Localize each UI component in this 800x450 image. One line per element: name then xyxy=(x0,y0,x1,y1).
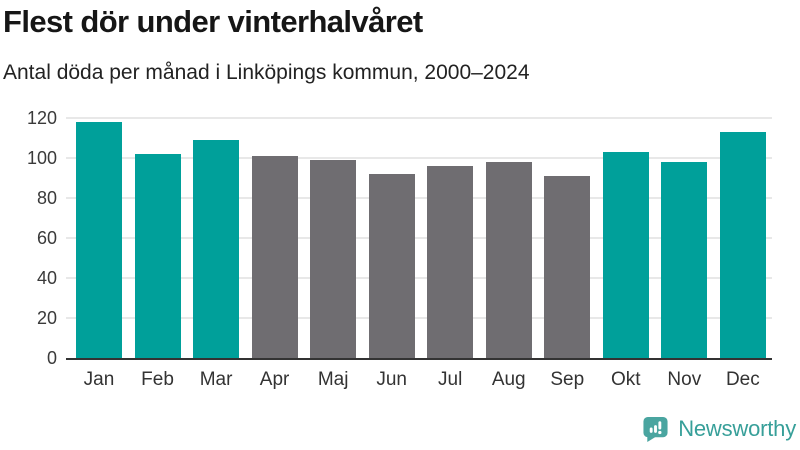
bar-column-jun: Jun xyxy=(368,118,415,390)
bar-column-aug: Aug xyxy=(485,118,532,390)
y-axis-tick-label: 80 xyxy=(36,188,57,208)
bar-aug xyxy=(485,162,532,358)
newsworthy-logo-text: Newsworthy xyxy=(678,416,796,441)
newsworthy-branding: Newsworthy xyxy=(642,415,796,443)
bar-feb xyxy=(134,154,181,358)
plot-area: 0 20 40 60 80 100 120 Jan Feb Mar Apr Maj Jun Jul Aug… xyxy=(27,108,772,390)
y-axis-labels: 0 20 40 60 80 100 120 xyxy=(13,108,57,368)
bar-dec xyxy=(719,132,766,358)
bar-column-jan: Jan xyxy=(76,118,122,390)
gridline-100 xyxy=(66,157,772,159)
x-axis-label-sep: Sep xyxy=(550,369,585,390)
bar-column-apr: Apr xyxy=(251,118,298,390)
gridline-120 xyxy=(66,117,772,119)
bar-sep xyxy=(544,176,591,358)
bar-column-jul: Jul xyxy=(427,118,474,390)
bar-nov xyxy=(661,162,708,358)
x-axis-label-jul: Jul xyxy=(438,369,463,390)
bar-maj xyxy=(310,160,357,358)
y-axis-tick-label: 120 xyxy=(26,108,57,128)
bar-column-feb: Feb xyxy=(134,118,181,390)
x-axis-label-jun: Jun xyxy=(376,369,407,390)
gridline-40 xyxy=(66,277,772,279)
bar-column-maj: Maj xyxy=(310,118,357,390)
x-axis-label-maj: Maj xyxy=(317,369,349,390)
gridline-20 xyxy=(66,317,772,319)
bar-jan xyxy=(76,122,122,358)
bar-okt xyxy=(602,152,649,358)
bar-mar xyxy=(193,140,240,358)
chart-title: Flest dör under vinterhalvåret xyxy=(3,4,423,39)
bar-column-nov: Nov xyxy=(661,118,708,390)
x-axis-label-dec: Dec xyxy=(725,369,760,390)
gridline-60 xyxy=(66,237,772,239)
x-axis-label-feb: Feb xyxy=(141,369,174,390)
newsworthy-logo-icon xyxy=(643,416,668,443)
x-axis-label-aug: Aug xyxy=(491,369,526,390)
x-axis-label-mar: Mar xyxy=(199,369,233,390)
x-axis-label-jan: Jan xyxy=(83,369,115,390)
bar-jun xyxy=(368,174,415,358)
y-axis-tick-label: 40 xyxy=(36,268,57,288)
bar-apr xyxy=(251,156,298,358)
bar-column-mar: Mar xyxy=(193,118,240,390)
y-axis-tick-label: 0 xyxy=(46,348,57,368)
y-axis-tick-label: 100 xyxy=(26,148,57,168)
bar-column-okt: Okt xyxy=(602,118,649,390)
bar-jul xyxy=(427,166,474,358)
chart-subtitle: Antal döda per månad i Linköpings kommun… xyxy=(3,61,530,84)
bar-column-sep: Sep xyxy=(544,118,591,390)
y-axis-tick-label: 20 xyxy=(36,308,57,328)
gridline-80 xyxy=(66,197,772,199)
bars-container: Jan Feb Mar Apr Maj Jun Jul Aug Sep Okt Nov Dec xyxy=(66,118,772,390)
bar-column-dec: Dec xyxy=(719,118,766,390)
x-axis-label-nov: Nov xyxy=(667,369,702,390)
y-axis-tick-label: 60 xyxy=(36,228,57,248)
x-axis-label-okt: Okt xyxy=(611,369,641,390)
x-axis-label-apr: Apr xyxy=(259,369,290,390)
